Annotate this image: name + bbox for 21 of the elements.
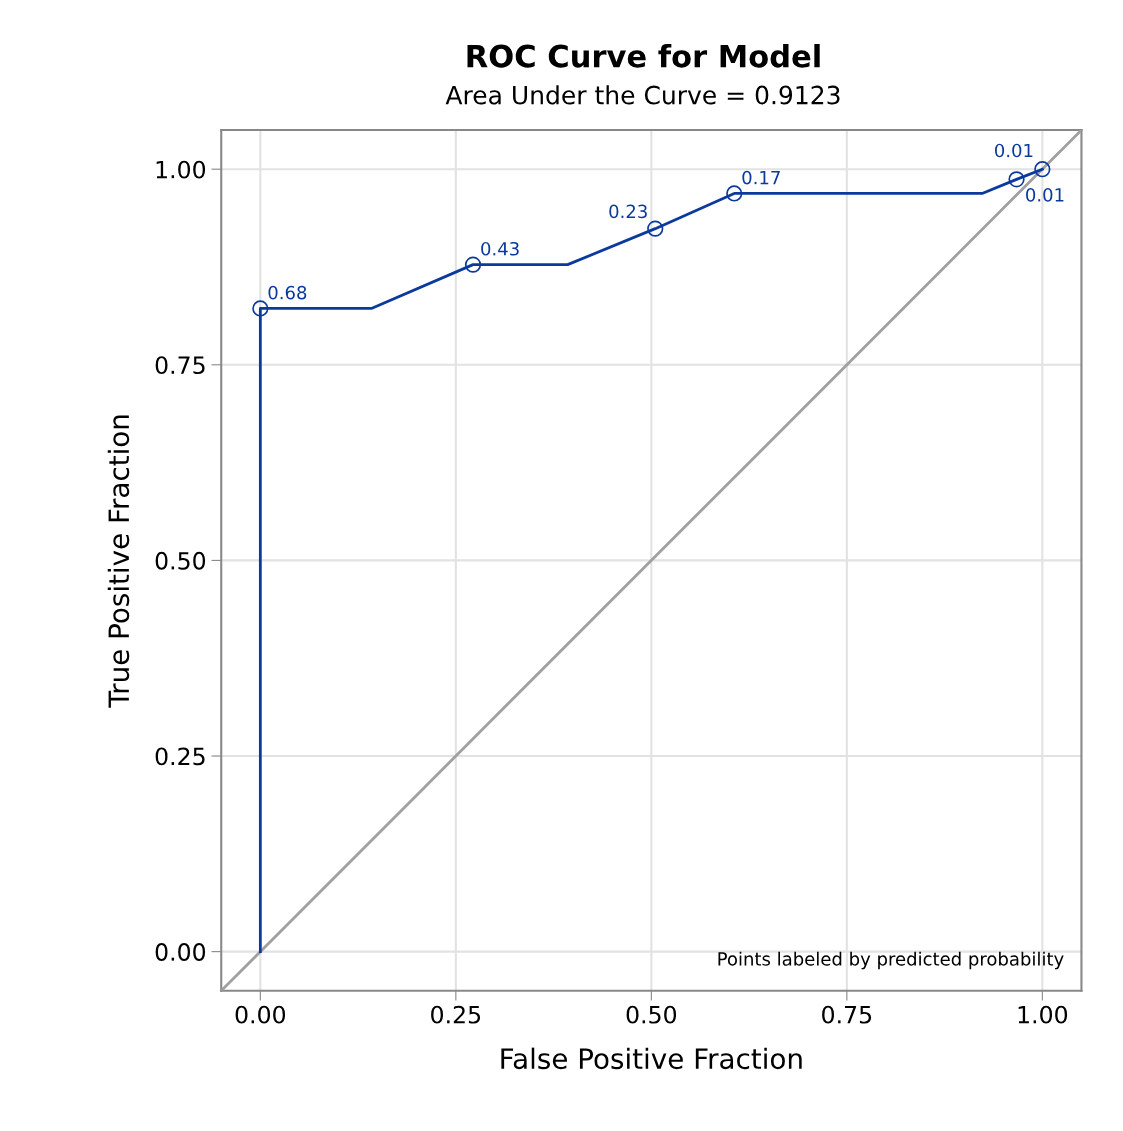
y-tick-label: 0.75 [155, 356, 205, 375]
x-axis-title: False Positive Fraction [501, 1047, 802, 1070]
y-axis-title: True Positive Fraction [107, 415, 130, 708]
y-tick-label: 0.00 [155, 943, 206, 961]
annotation: 0.01 [995, 143, 1033, 158]
annotation: 0.01 [1026, 188, 1064, 202]
chart-title: ROC Curve for Model [467, 44, 820, 68]
annotation: 0.68 [268, 285, 307, 300]
x-tick-label: 0.75 [822, 1005, 872, 1024]
y-tick-label: 1.00 [156, 160, 206, 179]
x-tick-label: 0.50 [626, 1005, 677, 1024]
annotation: Points labeled by predicted probability [718, 951, 1064, 970]
annotation: 0.23 [609, 204, 647, 219]
y-tick-label: 0.50 [155, 551, 206, 570]
y-tick-label: 0.25 [155, 747, 205, 766]
x-tick-label: 0.00 [235, 1005, 286, 1024]
x-tick-label: 0.25 [431, 1005, 481, 1024]
chart-subtitle: Area Under the Curve = 0.9123 [445, 85, 840, 105]
annotation: 0.43 [481, 241, 519, 256]
x-tick-label: 1.00 [1018, 1005, 1068, 1024]
annotation: 0.17 [742, 170, 780, 185]
